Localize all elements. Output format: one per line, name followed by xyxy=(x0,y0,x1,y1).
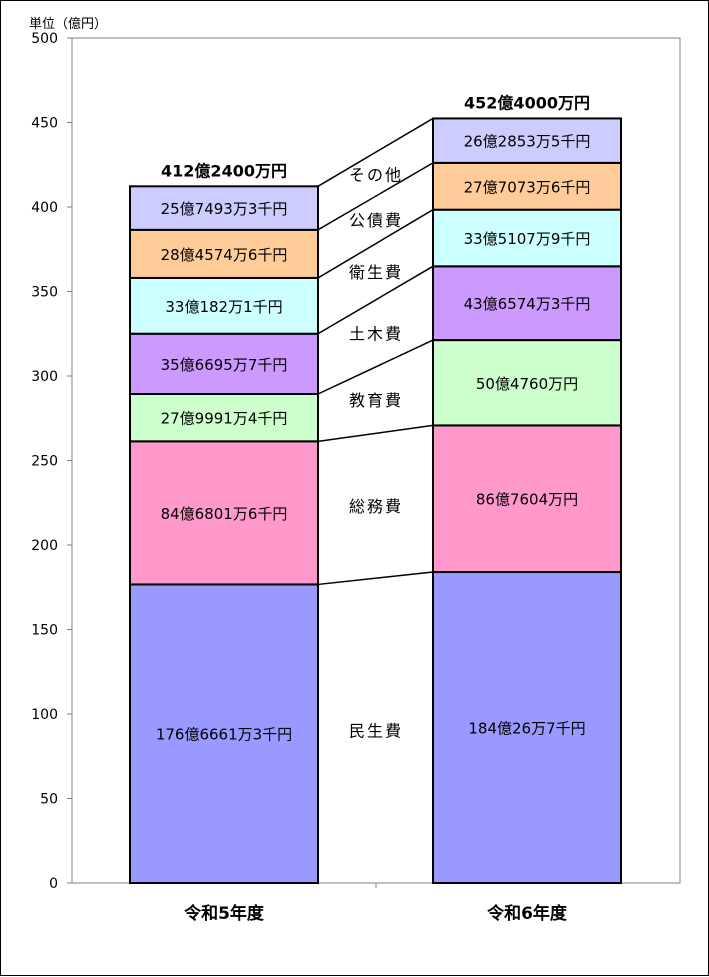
connector-line xyxy=(317,117,434,187)
series-label: 土木費 xyxy=(349,325,403,344)
series-label: 教育費 xyxy=(349,391,403,410)
total-label: 412億2400万円 xyxy=(161,161,287,180)
data-label: 84億6801万6千円 xyxy=(161,505,288,523)
connector-line xyxy=(317,209,434,279)
y-tick-label: 150 xyxy=(31,623,58,639)
y-tick-label: 250 xyxy=(31,454,58,470)
data-label: 33億182万1千円 xyxy=(165,298,282,316)
bar-segment xyxy=(432,424,622,574)
y-tick-label: 200 xyxy=(31,538,58,554)
bar-segment xyxy=(129,393,319,443)
data-label: 27億7073万6千円 xyxy=(464,178,591,196)
data-label: 26億2853万5千円 xyxy=(464,133,591,151)
connector-line xyxy=(317,162,434,231)
x-tick-label: 令和6年度 xyxy=(487,903,568,924)
series-label: 衛生費 xyxy=(349,263,403,282)
data-label: 50億4760万円 xyxy=(476,375,578,393)
connector-line xyxy=(317,424,434,443)
bar-segment xyxy=(432,161,622,211)
bar-segment xyxy=(129,583,319,884)
y-tick-label: 450 xyxy=(31,116,58,132)
data-label: 28億4574万6千円 xyxy=(161,246,288,264)
data-label: 25億7493万3千円 xyxy=(161,200,288,218)
bar-segment xyxy=(432,117,622,164)
y-tick-label: 350 xyxy=(31,285,58,301)
x-tick-label: 令和5年度 xyxy=(184,903,265,924)
y-tick-label: 50 xyxy=(40,792,58,808)
bar-segment xyxy=(129,276,319,335)
y-tick-label: 0 xyxy=(49,876,58,892)
data-label: 27億9991万4千円 xyxy=(161,410,288,428)
data-label: 35億6695万7千円 xyxy=(161,356,288,374)
connector-line xyxy=(317,339,434,395)
data-label: 33億5107万9千円 xyxy=(464,230,591,248)
total-label: 452億4000万円 xyxy=(464,93,590,112)
connector-line xyxy=(317,265,434,335)
data-label: 43億6574万3千円 xyxy=(464,295,591,313)
series-label: その他 xyxy=(349,165,403,184)
bar-segment xyxy=(432,265,622,342)
y-tick-label: 100 xyxy=(31,707,58,723)
bar-segment xyxy=(129,185,319,231)
series-label: 公債費 xyxy=(349,211,403,230)
series-label: 総務費 xyxy=(349,497,403,516)
unit-label: 単位（億円） xyxy=(29,16,107,32)
y-tick-label: 300 xyxy=(31,369,58,385)
y-tick-label: 500 xyxy=(31,31,58,47)
data-label: 86億7604万円 xyxy=(476,491,578,509)
bar-segment xyxy=(432,571,622,884)
connector-line xyxy=(317,571,434,586)
series-label: 民生費 xyxy=(349,722,403,741)
y-tick-label: 400 xyxy=(31,200,58,216)
data-label: 184億26万7千円 xyxy=(468,720,585,738)
bar-segment xyxy=(129,440,319,586)
data-label: 176億6661万3千円 xyxy=(156,726,292,744)
